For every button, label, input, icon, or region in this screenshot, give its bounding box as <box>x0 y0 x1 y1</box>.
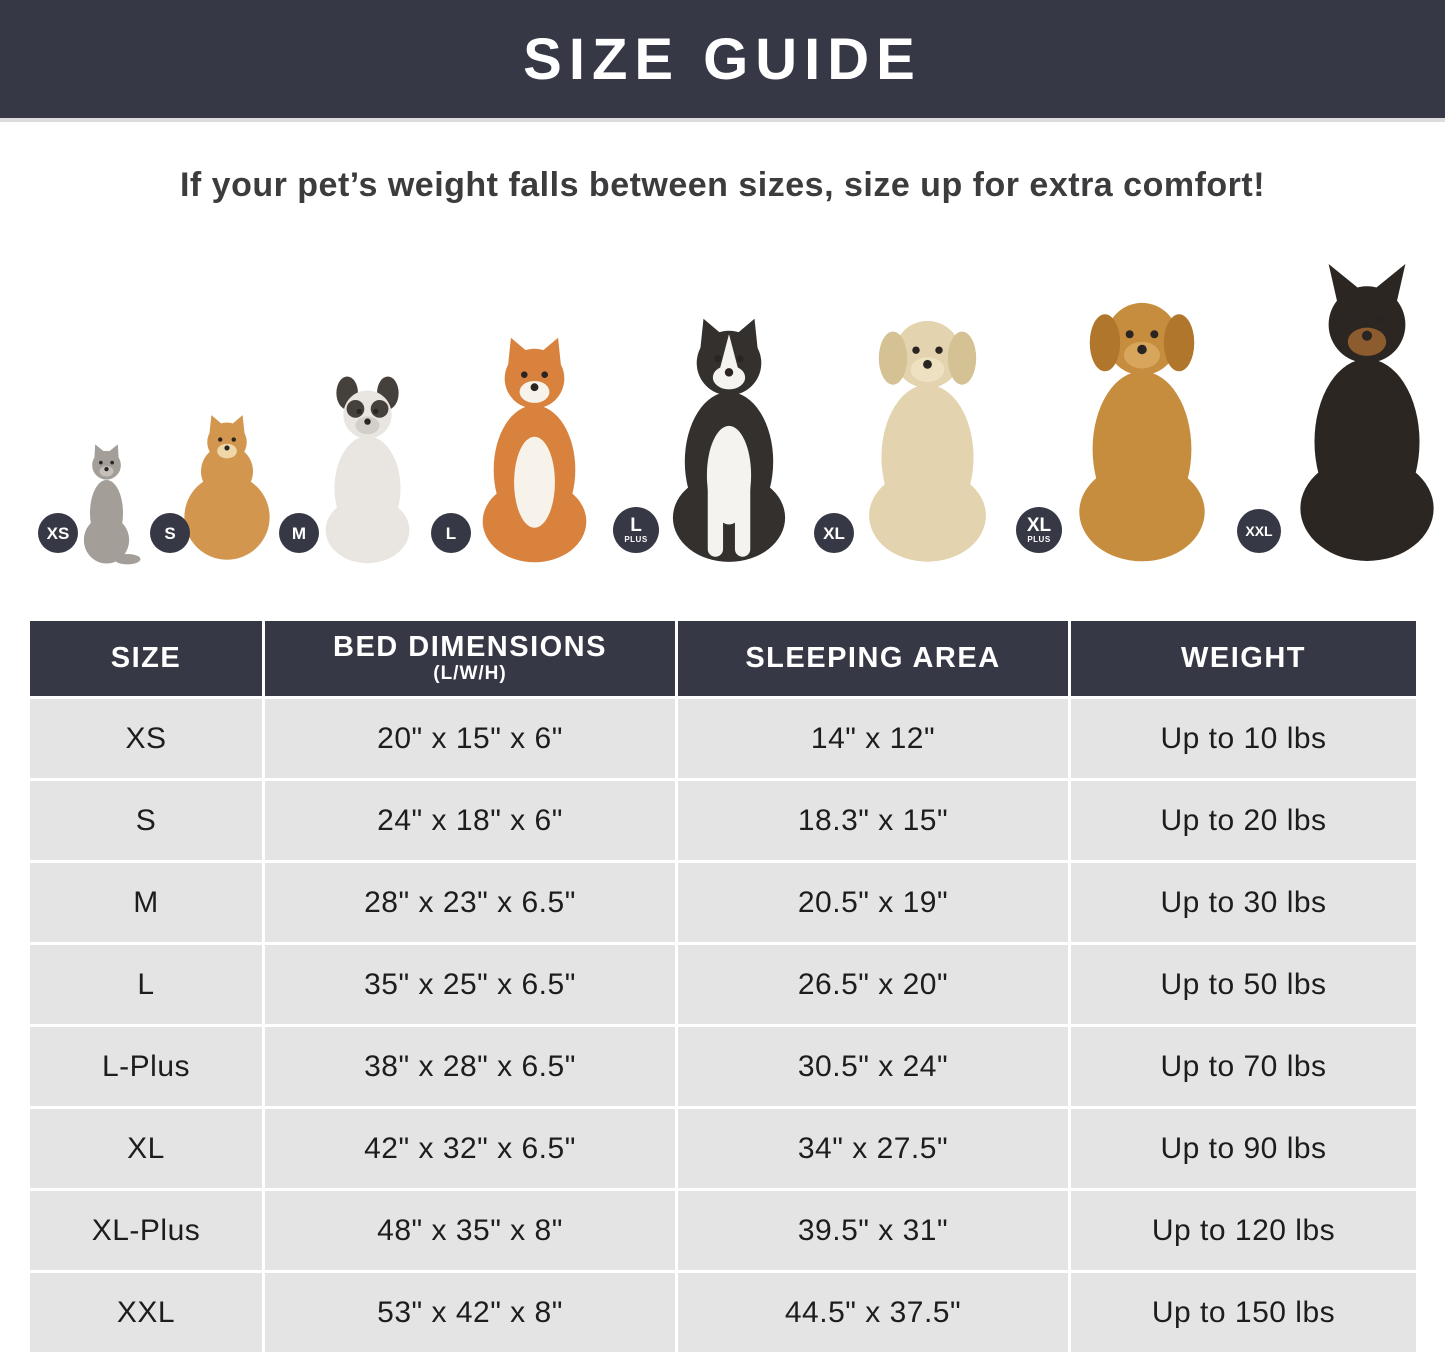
row-xxl-sleeping-area: 44.5" x 37.5" <box>678 1273 1068 1352</box>
size-badge-sublabel: PLUS <box>624 535 648 545</box>
row-s-size: S <box>30 781 262 860</box>
row-xs-bed-dimensions: 20" x 15" x 6" <box>265 699 675 778</box>
size-badge-l-plus: L PLUS <box>613 507 659 553</box>
pomeranian-image <box>175 409 279 567</box>
cat-image <box>63 435 150 567</box>
size-badge-label: XS <box>46 523 70 543</box>
row-xl-sleeping-area: 34" x 27.5" <box>678 1109 1068 1188</box>
row-s-sleeping-area: 18.3" x 15" <box>678 781 1068 860</box>
golden-retriever-image <box>1047 279 1237 567</box>
column-header-size: SIZE <box>30 621 262 696</box>
row-xl-weight: Up to 90 lbs <box>1071 1109 1416 1188</box>
size-badge-xl: XL <box>814 513 854 553</box>
column-header-bed-dimensions-label: BED DIMENSIONS <box>333 631 607 664</box>
size-badge-m: M <box>279 513 319 553</box>
row-s-bed-dimensions: 24" x 18" x 6" <box>265 781 675 860</box>
size-badge-xxl: XXL <box>1237 509 1281 553</box>
column-header-bed-dimensions: BED DIMENSIONS (L/W/H) <box>265 621 675 696</box>
size-badge-label: M <box>291 523 307 543</box>
row-xs-size: XS <box>30 699 262 778</box>
doberman-image <box>1266 261 1445 567</box>
pet-doberman: XXL <box>1237 261 1445 567</box>
row-xl-plus-size: XL-Plus <box>30 1191 262 1270</box>
pet-shiba-inu: L <box>431 329 613 567</box>
pet-border-collie: L PLUS <box>613 309 814 567</box>
column-header-sleeping-area-label: SLEEPING AREA <box>745 641 1001 674</box>
row-xl-plus-sleeping-area: 39.5" x 31" <box>678 1191 1068 1270</box>
pet-french-bulldog: M <box>279 375 431 567</box>
column-header-bed-dimensions-sub: (L/W/H) <box>433 663 507 684</box>
size-table: SIZE BED DIMENSIONS (L/W/H) SLEEPING ARE… <box>30 621 1416 1352</box>
row-l-plus-size: L-Plus <box>30 1027 262 1106</box>
row-xs-weight: Up to 10 lbs <box>1071 699 1416 778</box>
row-l-sleeping-area: 26.5" x 20" <box>678 945 1068 1024</box>
row-xl-plus-bed-dimensions: 48" x 35" x 8" <box>265 1191 675 1270</box>
column-header-size-label: SIZE <box>110 641 182 674</box>
size-badge-l: L <box>431 513 471 553</box>
row-s-weight: Up to 20 lbs <box>1071 781 1416 860</box>
size-badge-label: S <box>164 523 176 543</box>
row-l-plus-bed-dimensions: 38" x 28" x 6.5" <box>265 1027 675 1106</box>
size-badge-xl-plus: XL PLUS <box>1016 507 1062 553</box>
row-l-plus-sleeping-area: 30.5" x 24" <box>678 1027 1068 1106</box>
row-xxl-bed-dimensions: 53" x 42" x 8" <box>265 1273 675 1352</box>
row-l-weight: Up to 50 lbs <box>1071 945 1416 1024</box>
pet-labrador: XL <box>814 299 1016 567</box>
labrador-image <box>839 299 1016 567</box>
row-m-bed-dimensions: 28" x 23" x 6.5" <box>265 863 675 942</box>
row-xl-plus-weight: Up to 120 lbs <box>1071 1191 1416 1270</box>
row-xxl-weight: Up to 150 lbs <box>1071 1273 1416 1352</box>
size-badge-sublabel: PLUS <box>1027 535 1051 545</box>
column-header-weight-label: WEIGHT <box>1181 641 1306 674</box>
column-header-sleeping-area: SLEEPING AREA <box>678 621 1068 696</box>
row-m-sleeping-area: 20.5" x 19" <box>678 863 1068 942</box>
row-xxl-size: XXL <box>30 1273 262 1352</box>
size-badge-label: XL <box>823 523 845 543</box>
pets-row: XS S M L L PLUS XL XL PLUS XXL <box>38 245 1434 567</box>
shiba-inu-image <box>456 329 613 567</box>
pet-pomeranian: S <box>150 409 279 567</box>
row-l-plus-weight: Up to 70 lbs <box>1071 1027 1416 1106</box>
french-bulldog-image <box>304 375 431 567</box>
header-bar: SIZE GUIDE <box>0 0 1445 122</box>
row-m-size: M <box>30 863 262 942</box>
row-xl-bed-dimensions: 42" x 32" x 6.5" <box>265 1109 675 1188</box>
size-badge-xs: XS <box>38 513 78 553</box>
page-title: SIZE GUIDE <box>523 26 922 92</box>
row-m-weight: Up to 30 lbs <box>1071 863 1416 942</box>
size-badge-s: S <box>150 513 190 553</box>
subtitle: If your pet’s weight falls between sizes… <box>179 166 1266 204</box>
pet-golden-retriever: XL PLUS <box>1016 279 1237 567</box>
row-l-size: L <box>30 945 262 1024</box>
size-badge-label: XXL <box>1245 523 1273 539</box>
size-badge-label: XL <box>1026 514 1052 536</box>
row-l-bed-dimensions: 35" x 25" x 6.5" <box>265 945 675 1024</box>
column-header-weight: WEIGHT <box>1071 621 1416 696</box>
row-xl-size: XL <box>30 1109 262 1188</box>
size-badge-label: L <box>445 523 457 543</box>
row-xs-sleeping-area: 14" x 12" <box>678 699 1068 778</box>
border-collie-image <box>644 309 814 567</box>
size-badge-label: L <box>630 514 642 536</box>
pet-cat: XS <box>38 435 150 567</box>
